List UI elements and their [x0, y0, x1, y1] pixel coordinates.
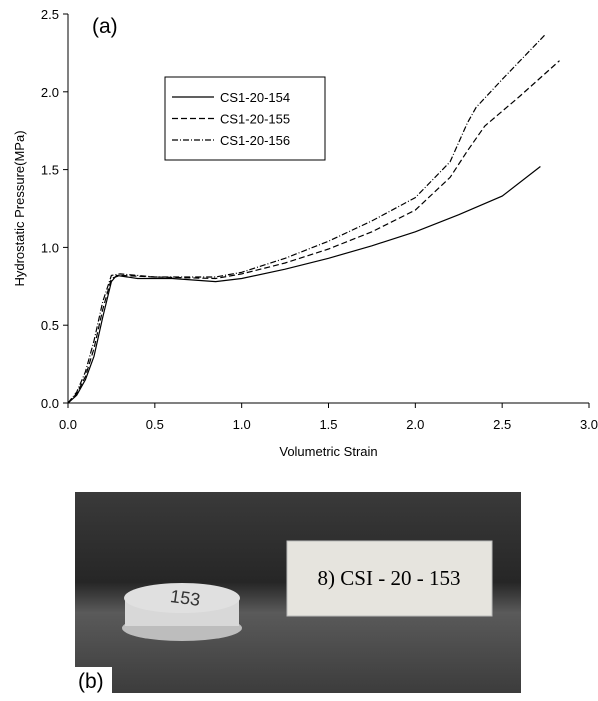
panel-label: (b) [78, 670, 104, 693]
photo: 8) CSI - 20 - 153 153 (b) [75, 492, 521, 693]
legend-label: CS1-20-154 [220, 90, 290, 105]
series-line [67, 166, 541, 404]
chart: 0.0 0.5 1.0 1.5 2.0 2.5 3.0 0.0 0.5 1.0 1.5 2.0 2.5 V… [12, 7, 598, 459]
photo-card [286, 540, 493, 617]
y-tick-label: 1.5 [41, 163, 59, 178]
x-axis-title: Volumetric Strain [279, 444, 377, 459]
y-tick-label: 1.0 [41, 240, 59, 255]
disk-text: 153 [169, 586, 202, 610]
x-tick-label: 2.0 [406, 417, 424, 432]
series-line [67, 60, 560, 404]
y-tick-label: 2.5 [41, 7, 59, 22]
disk-top [124, 583, 240, 613]
x-tick-label: 1.0 [233, 417, 251, 432]
y-tick-label: 0.5 [41, 318, 59, 333]
x-tick-label: 0.5 [146, 417, 164, 432]
legend-label: CS1-20-156 [220, 133, 290, 148]
x-tick-label: 0.0 [59, 417, 77, 432]
card-text: 8) CSI - 20 - 153 [318, 566, 461, 590]
y-tick-label: 0.0 [41, 396, 59, 411]
y-tick-label: 2.0 [41, 85, 59, 100]
x-tick-label: 1.5 [319, 417, 337, 432]
x-tick-label: 3.0 [580, 417, 598, 432]
series-line [67, 33, 547, 404]
label-box [75, 667, 112, 693]
y-axis-title: Hydrostatic Pressure(MPa) [12, 130, 27, 286]
x-tick-label: 2.5 [493, 417, 511, 432]
annotation: (a) [92, 15, 118, 38]
legend-label: CS1-20-155 [220, 112, 290, 127]
